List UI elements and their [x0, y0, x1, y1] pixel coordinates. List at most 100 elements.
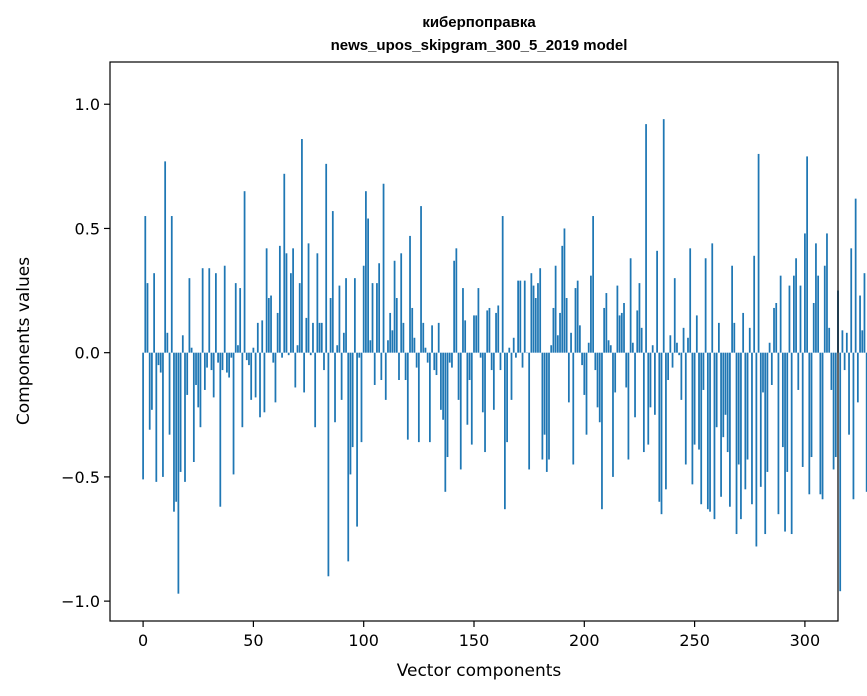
bar-140	[451, 352, 453, 368]
bar-266	[729, 352, 731, 507]
bar-257	[709, 352, 711, 512]
x-axis-label: Vector components	[397, 661, 562, 681]
bar-299	[801, 352, 804, 467]
bar-89	[338, 285, 341, 353]
bar-78	[314, 352, 317, 428]
bar-192	[565, 298, 568, 353]
bar-161	[497, 305, 500, 353]
bar-308	[821, 352, 824, 500]
bar-126	[420, 206, 422, 353]
bar-325	[859, 295, 861, 353]
bar-55	[263, 352, 266, 413]
bar-123	[413, 337, 416, 353]
bar-96	[353, 278, 356, 353]
bar-172	[521, 352, 524, 368]
bar-71	[298, 283, 301, 353]
x-axis-ticks: 0 50 100 150 200 250 300	[138, 621, 820, 650]
bar-263	[722, 352, 725, 438]
bar-54	[261, 320, 264, 353]
bar-219	[625, 352, 628, 388]
bar-51	[254, 352, 257, 398]
bar-208	[601, 352, 603, 510]
bar-170	[517, 280, 519, 353]
bar-22	[190, 347, 193, 353]
bar-10	[164, 161, 167, 353]
bar-231	[651, 345, 654, 353]
x-tick-label: 100	[348, 631, 379, 650]
bar-165	[506, 352, 508, 443]
bar-298	[799, 285, 802, 353]
bar-248	[689, 248, 692, 353]
bar-184	[548, 352, 550, 460]
bar-268	[733, 322, 736, 353]
bar-11	[166, 332, 169, 353]
bar-73	[303, 352, 306, 393]
bar-50	[252, 347, 255, 353]
bar-220	[627, 352, 630, 460]
bar-92	[345, 278, 347, 353]
bar-285	[770, 352, 773, 385]
bar-4	[151, 352, 153, 410]
bar-309	[823, 265, 826, 353]
bar-82	[323, 352, 325, 371]
bar-153	[479, 352, 482, 358]
bar-70	[296, 345, 299, 353]
bar-0	[142, 352, 144, 480]
bar-188	[556, 335, 559, 353]
bar-25	[197, 352, 200, 408]
bar-136	[442, 352, 444, 420]
bar-199	[581, 352, 583, 366]
bar-210	[605, 293, 608, 353]
bar-289	[779, 275, 782, 353]
bar-275	[748, 327, 751, 353]
bar-122	[411, 307, 414, 353]
bar-196	[574, 288, 577, 353]
bar-111	[387, 340, 389, 353]
bar-318	[843, 352, 846, 371]
bar-160	[495, 312, 497, 353]
bar-224	[636, 310, 639, 353]
bar-181	[541, 352, 544, 460]
bar-67	[290, 273, 292, 353]
chart-subtitle: news_upos_skipgram_300_5_2019 model	[331, 37, 628, 54]
bar-242	[676, 342, 678, 353]
bar-69	[294, 352, 297, 388]
y-axis-label: Components values	[14, 257, 34, 425]
bar-282	[764, 352, 767, 535]
bar-179	[537, 283, 539, 353]
bar-269	[735, 352, 738, 535]
bar-223	[634, 352, 636, 418]
bar-137	[444, 352, 447, 492]
bar-132	[433, 352, 436, 371]
bar-236	[662, 119, 665, 353]
bar-5	[153, 273, 155, 353]
bar-83	[325, 163, 328, 353]
bar-3	[148, 352, 151, 430]
bar-313	[832, 352, 835, 470]
bar-187	[554, 265, 557, 353]
bar-237	[665, 352, 667, 490]
bar-61	[276, 312, 279, 353]
bar-57	[267, 298, 270, 353]
bar-86	[331, 211, 334, 353]
bar-115	[395, 298, 398, 353]
bar-288	[777, 352, 780, 515]
bar-216	[618, 315, 621, 353]
bar-307	[819, 352, 822, 495]
bar-273	[744, 352, 747, 490]
y-tick-label: −1.0	[61, 592, 100, 611]
bar-316	[839, 352, 842, 592]
bar-209	[603, 307, 606, 353]
bar-327	[863, 273, 866, 353]
bar-91	[342, 332, 345, 353]
bar-68	[292, 248, 294, 353]
bar-24	[195, 352, 197, 385]
y-tick-label: 1.0	[75, 95, 100, 114]
bar-80	[318, 322, 321, 353]
bar-215	[616, 285, 619, 353]
bar-154	[481, 352, 484, 413]
bar-206	[596, 352, 599, 408]
bar-259	[713, 352, 716, 520]
bar-65	[285, 253, 288, 353]
bar-31	[210, 352, 213, 371]
